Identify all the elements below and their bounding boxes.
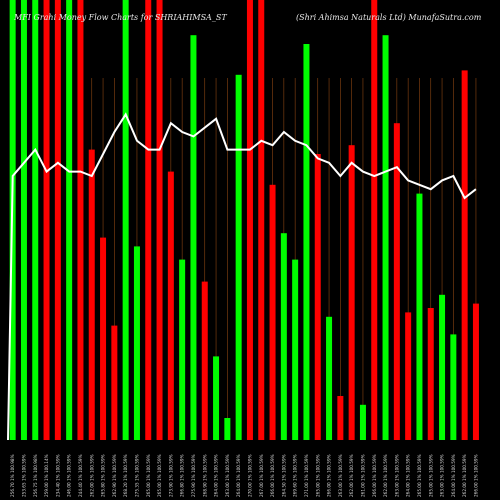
- bar-8: [88, 149, 95, 440]
- bar-18: [201, 281, 208, 440]
- bar-37: [416, 193, 423, 440]
- bar-31: [348, 145, 355, 440]
- x-tick-labels: 256.70 1% 100.98% 253.65 1% 100.59% 256.75…: [10, 454, 478, 497]
- bar-23: [258, 0, 265, 440]
- x-tick-label: 266.00 1% 100.59%: [372, 454, 377, 497]
- bar-39: [439, 294, 446, 440]
- bar-21: [235, 74, 242, 441]
- bar-10: [111, 325, 118, 440]
- x-tick-label: 262.90 1% 100.59%: [112, 454, 117, 497]
- bar-4: [43, 0, 50, 440]
- x-tick-label: 264.00 1% 100.59%: [236, 454, 241, 497]
- x-tick-label: 263.00 1% 100.59%: [338, 454, 343, 497]
- bar-6: [66, 0, 73, 440]
- x-tick-label: 264.00 1% 100.59%: [451, 454, 456, 497]
- x-tick-label: 265.00 1% 100.59%: [417, 454, 422, 497]
- bar-30: [337, 396, 344, 440]
- x-tick-label: 262.00 1% 100.59%: [89, 454, 94, 497]
- bar-15: [167, 171, 174, 440]
- bar-33: [371, 0, 378, 440]
- bar-13: [145, 0, 152, 440]
- x-tick-label: 263.00 1% 100.59%: [440, 454, 445, 497]
- bar-28: [314, 154, 321, 440]
- bar-26: [292, 259, 299, 440]
- bar-25: [280, 233, 287, 440]
- bar-24: [269, 184, 276, 440]
- bar-5: [54, 0, 61, 440]
- mfi-line: [7, 112, 477, 441]
- x-tick-label: 262.00 1% 100.59%: [462, 454, 467, 497]
- x-tick-label: 265.80 1% 100.59%: [101, 454, 106, 497]
- x-tick-label: 264.00 1% 100.59%: [406, 454, 411, 497]
- x-tick-label: 266.00 1% 100.59%: [473, 454, 478, 497]
- x-tick-label: 265.00 1% 100.59%: [157, 454, 162, 497]
- x-tick-label: 275.90 1% 100.59%: [191, 454, 196, 497]
- bar-9: [100, 237, 107, 440]
- bar-19: [213, 356, 220, 440]
- bar-29: [326, 316, 333, 440]
- x-tick-label: 246.00 1% 100.59%: [67, 454, 72, 497]
- bar-17: [190, 35, 197, 440]
- bar-34: [382, 35, 389, 440]
- x-tick-label: 271.00 1% 100.59%: [304, 454, 309, 497]
- x-tick-label: 263.00 1% 100.59%: [225, 454, 230, 497]
- x-tick-label: 263.00 1% 100.59%: [394, 454, 399, 497]
- x-tick-label: 259.00 1% 100.14%: [44, 454, 49, 497]
- x-tick-label: 261.00 1% 100.59%: [360, 454, 365, 497]
- x-tick-label: 234.40 1% 100.59%: [55, 454, 60, 497]
- bar-20: [224, 418, 231, 440]
- x-tick-label: 265.00 1% 100.59%: [146, 454, 151, 497]
- x-tick-label: 268.90 1% 100.59%: [202, 454, 207, 497]
- chart-subtitle: (Shri Ahimsa Naturals Ltd) MunafaSutra.c…: [296, 13, 482, 22]
- x-tick-label: 253.65 1% 100.59%: [21, 454, 26, 497]
- bar-3: [32, 0, 39, 440]
- bar-16: [179, 259, 186, 440]
- x-tick-label: 262.00 1% 100.59%: [383, 454, 388, 497]
- bar-27: [303, 44, 310, 440]
- bar-32: [359, 404, 366, 440]
- bar-7: [77, 0, 84, 440]
- x-tick-label: 269.60 1% 100.59%: [293, 454, 298, 497]
- mfi-line-path: [7, 112, 477, 441]
- x-tick-label: 264.00 1% 100.59%: [214, 454, 219, 497]
- bar-14: [156, 0, 163, 440]
- x-tick-label: 265.00 1% 100.59%: [315, 454, 320, 497]
- bar-11: [122, 0, 129, 440]
- bar-42: [472, 303, 479, 440]
- x-tick-label: 270.00 1% 100.59%: [247, 454, 252, 497]
- x-tick-label: 266.80 1% 100.59%: [180, 454, 185, 497]
- bar-2: [20, 0, 27, 440]
- bar-38: [427, 308, 434, 440]
- x-tick-label: 267.00 1% 100.59%: [259, 454, 264, 497]
- chart-title: MFI Grahi Money Flow Charts for SHRIAHIM…: [13, 13, 227, 22]
- x-tick-label: 256.70 1% 100.98%: [10, 454, 15, 497]
- x-tick-label: 275.35 1% 100.59%: [134, 454, 139, 497]
- x-tick-label: 244.40 1% 100.59%: [78, 454, 83, 497]
- bar-41: [461, 70, 468, 441]
- x-tick-label: 266.00 1% 100.59%: [270, 454, 275, 497]
- x-tick-label: 273.90 1% 100.59%: [168, 454, 173, 497]
- x-tick-label: 256.75 1% 100.98%: [33, 454, 38, 497]
- bar-40: [450, 334, 457, 440]
- bar-35: [393, 123, 400, 440]
- x-tick-label: 266.00 1% 100.59%: [327, 454, 332, 497]
- x-tick-label: 265.00 1% 100.59%: [428, 454, 433, 497]
- x-tick-label: 262.00 1% 100.59%: [349, 454, 354, 497]
- x-tick-label: 264.50 1% 100.59%: [281, 454, 286, 497]
- bar-36: [405, 312, 412, 440]
- x-tick-label: 268.20 1% 100.59%: [123, 454, 128, 497]
- bar-22: [246, 0, 253, 440]
- bar-12: [133, 246, 140, 440]
